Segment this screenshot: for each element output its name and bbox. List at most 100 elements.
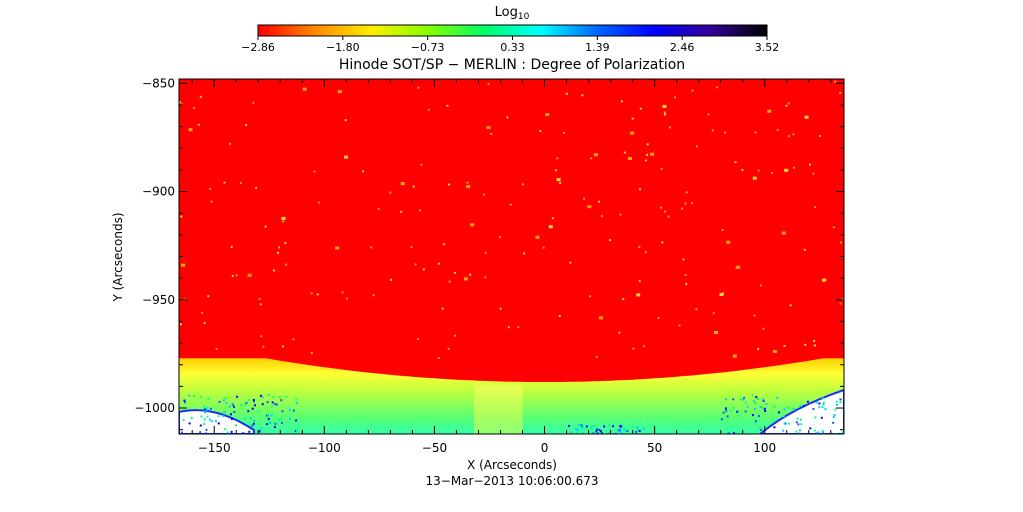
speckle (556, 178, 561, 182)
speckle (255, 186, 258, 189)
noise-pixel (799, 404, 802, 407)
noise-pixel (751, 394, 754, 397)
noise-pixel (595, 430, 598, 433)
speckle (506, 116, 509, 119)
speckle (427, 108, 430, 111)
noise-pixel (280, 399, 283, 402)
noise-pixel (272, 396, 275, 399)
noise-pixel (729, 425, 732, 428)
noise-pixel (797, 423, 800, 426)
noise-pixel (619, 430, 622, 433)
noise-pixel (812, 408, 815, 410)
noise-pixel (226, 431, 229, 434)
noise-pixel (773, 405, 776, 408)
y-tick-label: −950 (142, 293, 175, 307)
noise-pixel (820, 416, 823, 419)
noise-pixel (288, 417, 291, 420)
speckle (776, 129, 779, 132)
noise-pixel (760, 429, 762, 431)
speckle (264, 225, 267, 228)
speckle (691, 202, 694, 205)
speckle (247, 273, 252, 277)
noise-pixel (224, 397, 227, 400)
noise-pixel (822, 403, 825, 406)
noise-pixel (592, 425, 595, 427)
noise-pixel (222, 415, 225, 418)
heatmap-image (179, 79, 844, 434)
noise-pixel (248, 430, 251, 433)
speckle (239, 181, 242, 184)
noise-pixel (603, 425, 606, 428)
speckle (609, 239, 612, 242)
noise-pixel (274, 422, 277, 425)
noise-pixel (637, 428, 639, 431)
speckle (417, 86, 420, 89)
noise-pixel (736, 410, 739, 413)
noise-pixel (257, 410, 260, 413)
noise-pixel (642, 427, 645, 430)
noise-pixel (841, 431, 844, 434)
speckle (484, 251, 487, 254)
noise-pixel (271, 412, 274, 415)
noise-pixel (253, 420, 256, 422)
noise-pixel (612, 425, 614, 428)
noise-pixel (752, 414, 754, 417)
speckle (839, 91, 842, 94)
noise-pixel (832, 421, 835, 424)
noise-pixel (818, 402, 821, 405)
speckle (372, 294, 375, 297)
noise-pixel (273, 426, 276, 429)
speckle (662, 104, 667, 108)
speckle (772, 350, 777, 353)
noise-pixel (732, 407, 735, 410)
noise-pixel (180, 431, 183, 434)
x-tick-label: 100 (753, 441, 776, 455)
x-tick-label: −150 (198, 441, 231, 455)
noise-pixel (190, 417, 193, 419)
speckle (832, 226, 835, 229)
speckle (229, 142, 232, 145)
speckle (707, 113, 710, 116)
speckle (661, 241, 664, 244)
noise-pixel (759, 427, 761, 430)
speckle (664, 210, 666, 213)
speckle (813, 344, 816, 347)
colorbar-label-sub: 10 (518, 12, 530, 22)
noise-pixel (576, 429, 579, 432)
speckle (231, 275, 234, 277)
speckle (620, 100, 623, 103)
speckle (631, 117, 634, 120)
speckle (499, 307, 502, 310)
speckle (754, 131, 757, 134)
noise-pixel (722, 411, 725, 414)
noise-pixel (733, 432, 735, 434)
noise-pixel (787, 422, 790, 425)
noise-pixel (798, 432, 801, 434)
speckle (470, 223, 475, 227)
noise-pixel (724, 398, 727, 401)
noise-pixel (251, 407, 254, 410)
noise-pixel (821, 406, 824, 408)
speckle (277, 251, 279, 254)
noise-pixel (206, 408, 209, 411)
noise-pixel (230, 413, 232, 416)
speckle (622, 298, 625, 301)
noise-pixel (638, 430, 641, 432)
y-axis: −1000 −950 −900 −850 (134, 76, 844, 431)
noise-pixel (285, 395, 288, 398)
speckle (235, 274, 238, 277)
noise-pixel (786, 406, 789, 409)
speckle (442, 243, 445, 246)
speckle (463, 277, 468, 281)
speckle (741, 169, 744, 172)
colorbar-tick-label: 0.33 (500, 41, 525, 54)
noise-pixel (619, 427, 622, 430)
noise-pixel (744, 401, 747, 404)
speckle (454, 334, 456, 337)
noise-pixel (598, 429, 601, 432)
speckle (545, 113, 550, 117)
noise-pixel (259, 394, 262, 397)
speckle (804, 115, 809, 119)
noise-pixel (232, 405, 235, 408)
speckle (711, 129, 714, 132)
